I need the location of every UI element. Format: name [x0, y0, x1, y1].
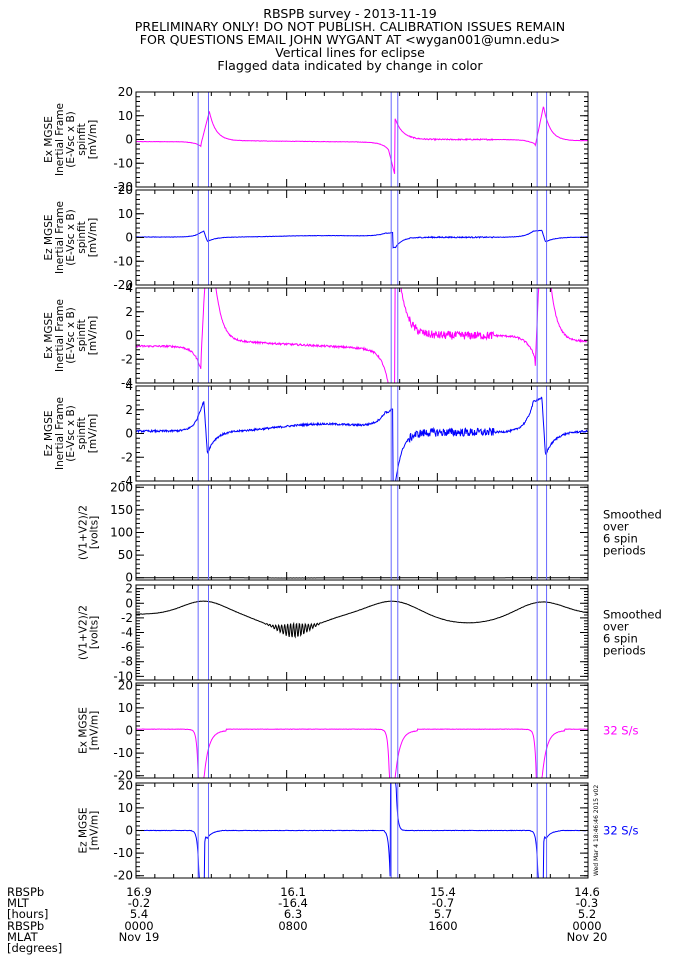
- footer-label-degrees: [degrees]: [7, 943, 62, 954]
- y-tick-label: 2: [125, 582, 133, 596]
- y-tick-label: 0: [125, 133, 133, 147]
- panel-frame-vsc-wide: [136, 485, 588, 580]
- y-axis-label: [mV/m]: [87, 414, 99, 453]
- series-line-ez-wide: [136, 230, 588, 247]
- y-tick-label: 10: [118, 109, 133, 123]
- y-axis-label: [mV/m]: [87, 120, 99, 159]
- y-tick-label: 4: [125, 379, 133, 393]
- panel-frame-ez-wide: [136, 190, 588, 285]
- series-line-ex-zoom: [136, 288, 588, 383]
- side-note: periods: [603, 544, 646, 558]
- y-tick-label: 0: [125, 724, 133, 738]
- y-axis-label: [mV/m]: [89, 811, 101, 850]
- y-tick-label: 150: [110, 503, 133, 517]
- y-tick-label: 0: [125, 596, 133, 610]
- y-tick-label: 2: [125, 403, 133, 417]
- y-tick-label: 20: [118, 183, 133, 197]
- panel-frame-ex-32: [136, 683, 588, 778]
- y-tick-label: -8: [121, 655, 133, 669]
- series-line-vsc-zoom: [136, 601, 588, 637]
- footer-column: 16.9 -0.2 5.4 0000 Nov 19: [117, 887, 161, 943]
- footer-value: Nov 19: [117, 932, 161, 943]
- y-tick-label: 0: [125, 329, 133, 343]
- y-tick-label: -6: [121, 640, 133, 654]
- y-tick-label: 10: [118, 207, 133, 221]
- y-tick-label: 20: [118, 778, 133, 792]
- y-tick-label: 4: [125, 281, 133, 295]
- panel-frame-vsc-zoom: [136, 585, 588, 680]
- y-tick-label: 20: [118, 678, 133, 692]
- y-tick-label: 0: [125, 427, 133, 441]
- y-axis-label: [mV/m]: [87, 316, 99, 355]
- side-note: 32 S/s: [603, 724, 638, 738]
- footer-value: Nov 20: [565, 932, 609, 943]
- side-note: 32 S/s: [603, 824, 638, 838]
- series-line-ez-32: [136, 783, 588, 878]
- series-line-ez-zoom: [136, 397, 588, 481]
- y-tick-label: 20: [118, 85, 133, 99]
- y-tick-label: 10: [118, 801, 133, 815]
- footer-value: 0800: [268, 921, 318, 932]
- y-tick-label: 0: [125, 231, 133, 245]
- y-tick-label: 50: [118, 548, 133, 562]
- y-tick-label: 10: [118, 701, 133, 715]
- y-tick-label: -10: [113, 156, 133, 170]
- footer-column: 14.6 -0.3 5.2 0000 Nov 20: [565, 887, 609, 943]
- y-tick-label: -10: [113, 254, 133, 268]
- y-tick-label: -2: [121, 450, 133, 464]
- footer-column: 15.4 -0.7 5.7 1600: [421, 887, 465, 932]
- timestamp-stamp: Wed Mar 4 18:46:46 2015 v02: [593, 785, 600, 876]
- y-tick-label: -20: [113, 869, 133, 883]
- y-tick-label: -10: [113, 746, 133, 760]
- series-line-ex-32: [136, 729, 588, 778]
- y-axis-label: [mV/m]: [89, 711, 101, 750]
- y-tick-label: 0: [125, 824, 133, 838]
- panel-frame-ex-wide: [136, 92, 588, 187]
- y-tick-label: 2: [125, 305, 133, 319]
- y-axis-label: [volts]: [89, 616, 101, 649]
- footer-column: 16.1 -16.4 6.3 0800: [268, 887, 318, 932]
- y-tick-label: 100: [110, 526, 133, 540]
- footer-value: 1600: [421, 921, 465, 932]
- y-axis-label: [mV/m]: [87, 218, 99, 257]
- footer-row-labels: RBSPb MLT [hours] RBSPb MLAT [degrees]: [7, 887, 62, 954]
- y-tick-label: -10: [113, 846, 133, 860]
- side-note: periods: [603, 644, 646, 658]
- y-axis-label: [volts]: [89, 516, 101, 549]
- y-tick-label: -2: [121, 611, 133, 625]
- y-tick-label: -2: [121, 352, 133, 366]
- y-tick-label: 200: [110, 480, 133, 494]
- panel-frame-ez-zoom: [136, 386, 588, 481]
- series-line-ex-wide: [136, 107, 588, 174]
- y-tick-label: -4: [121, 626, 133, 640]
